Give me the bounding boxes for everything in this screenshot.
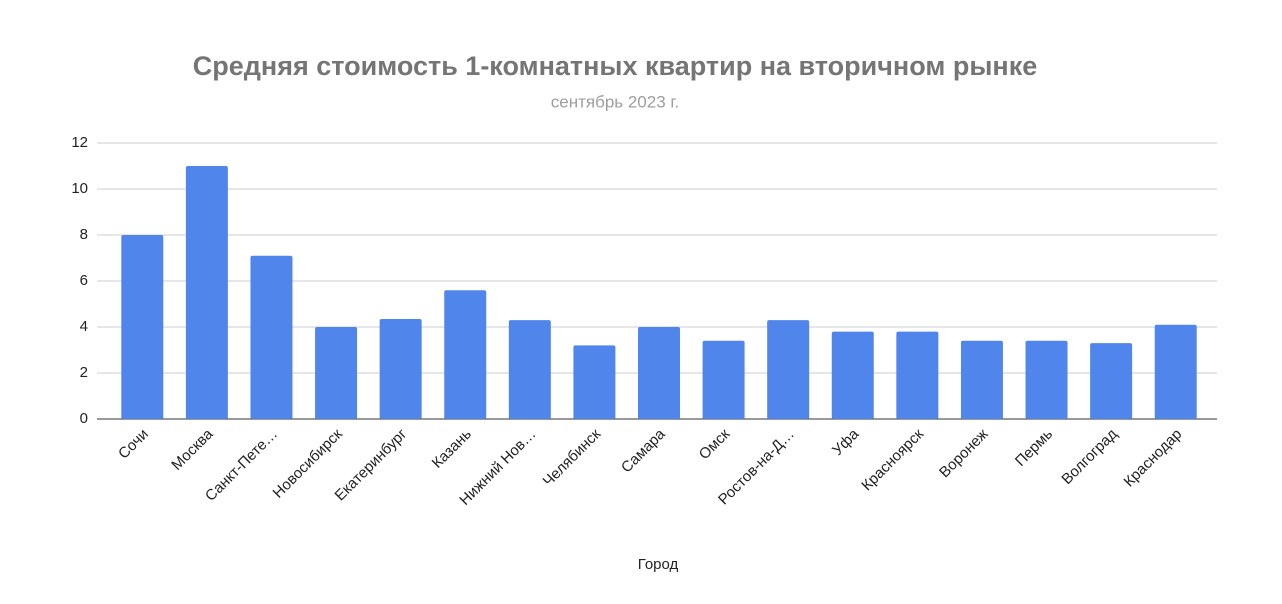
bar (185, 166, 228, 419)
bar (573, 345, 616, 419)
bar (444, 290, 487, 419)
x-tick-label: Красноярск (858, 425, 927, 494)
bar (1090, 343, 1133, 419)
bar (767, 320, 810, 419)
x-tick-label: Сочи (115, 426, 152, 463)
x-tick-label: Уфа (829, 425, 863, 459)
x-tick-label: Краснодар (1121, 426, 1186, 491)
x-axis-title: Город (638, 556, 679, 573)
bar (1154, 324, 1197, 419)
y-tick-label: 4 (80, 318, 88, 335)
y-tick-label: 10 (71, 180, 88, 197)
bar (702, 340, 745, 419)
y-tick-label: 8 (80, 226, 88, 243)
bar (315, 327, 358, 419)
bar (831, 331, 874, 419)
bar (250, 255, 293, 419)
x-tick-label: Волгоград (1058, 425, 1121, 488)
bar (379, 318, 422, 419)
x-tick-label: Омск (696, 425, 734, 463)
bar (1025, 340, 1068, 419)
x-tick-label: Воронеж (936, 426, 992, 482)
x-tick-label: Пермь (1012, 425, 1056, 469)
chart-title: Средняя стоимость 1-комнатных квартир на… (193, 51, 1037, 81)
chart-subtitle: сентябрь 2023 г. (551, 92, 680, 111)
bar (121, 235, 164, 419)
bar (896, 331, 939, 419)
x-tick-label: Самара (618, 425, 669, 476)
x-tick-label: Челябинск (540, 425, 605, 490)
bar (508, 320, 551, 419)
x-tick-label: Казань (429, 425, 475, 471)
y-tick-label: 6 (80, 272, 88, 289)
bar (960, 340, 1003, 419)
y-tick-label: 12 (71, 134, 88, 151)
bar (638, 327, 680, 419)
y-tick-label: 2 (80, 364, 88, 381)
y-tick-label: 0 (80, 410, 88, 427)
x-tick-label: Москва (168, 425, 217, 474)
